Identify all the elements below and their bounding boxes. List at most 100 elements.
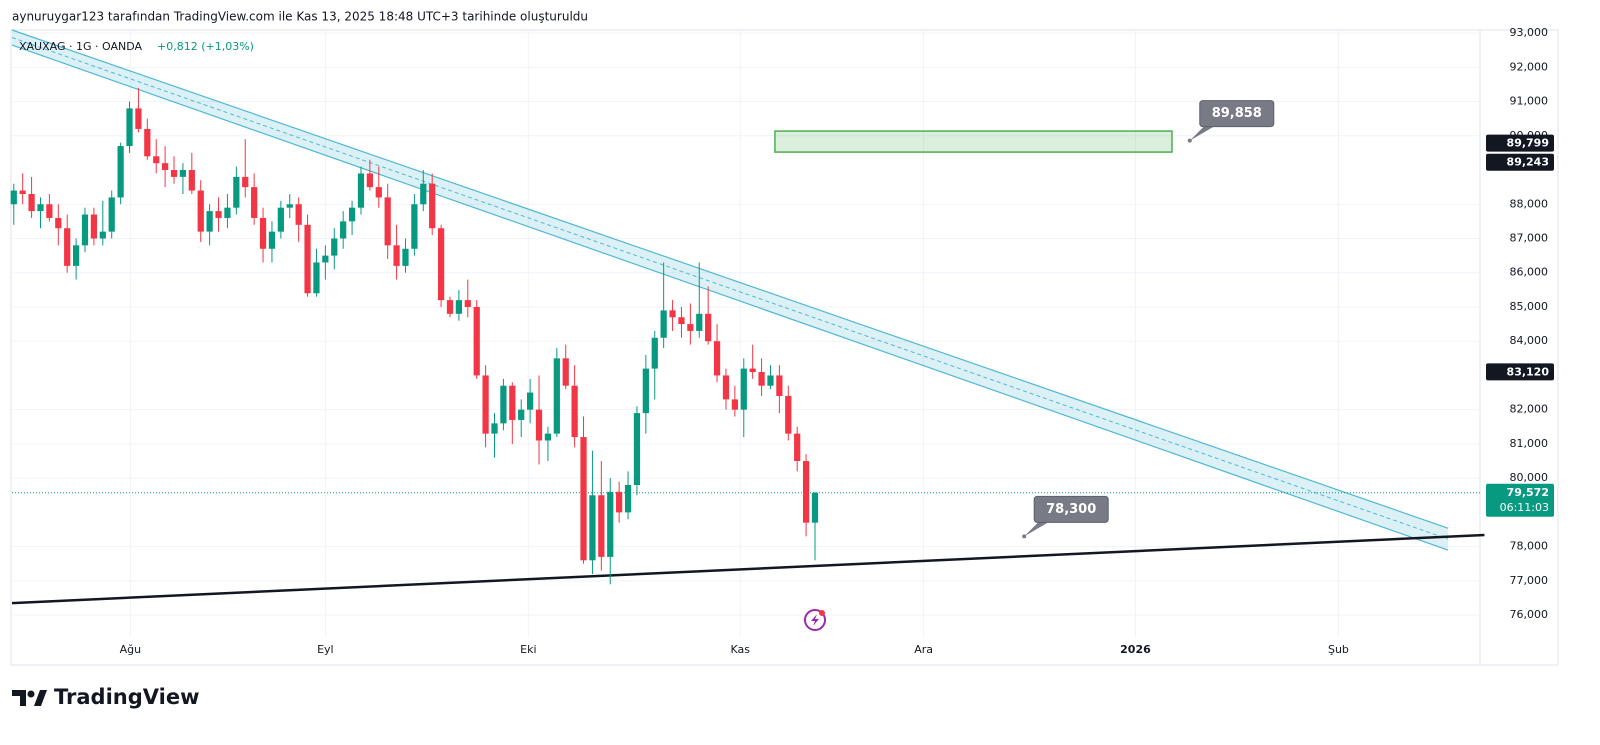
body [268, 231, 276, 249]
body [259, 217, 267, 249]
body [251, 187, 258, 218]
body [55, 217, 62, 229]
body [500, 385, 507, 424]
body [713, 341, 721, 376]
body [28, 193, 35, 212]
body [705, 313, 712, 342]
x-tick-label: Kas [730, 643, 750, 656]
body [277, 207, 284, 232]
body [197, 190, 204, 232]
y-tick-label: 87,000 [1510, 231, 1549, 244]
price-badge [1486, 153, 1554, 171]
body [731, 399, 738, 410]
body [589, 495, 596, 561]
x-tick-label: Ağu [120, 643, 141, 656]
y-tick-label: 76,000 [1510, 608, 1549, 621]
body [776, 375, 783, 396]
body [357, 173, 365, 208]
body [802, 461, 810, 523]
y-tick-label: 77,000 [1510, 574, 1549, 587]
body [535, 409, 543, 441]
body [99, 231, 106, 239]
channel-lower [11, 44, 1449, 551]
body [678, 317, 685, 325]
price-badge-label: 83,120 [1507, 365, 1550, 378]
body [331, 238, 338, 256]
overlay: 76,000 77,000 78,000 80,000 81,000 82,000 84,0… [120, 26, 1554, 656]
callout-point [1022, 534, 1027, 539]
body [81, 214, 89, 246]
body [402, 248, 409, 266]
y-tick-label: 91,000 [1510, 95, 1549, 108]
price-badge [1486, 363, 1554, 381]
body [598, 495, 605, 557]
header: aynuruygar123 tarafından TradingView.com… [12, 10, 588, 24]
callout-box [1199, 100, 1275, 128]
y-tick-label: 86,000 [1510, 266, 1549, 279]
body [135, 108, 142, 129]
body [527, 392, 534, 410]
body [233, 176, 240, 208]
y-tick-label: 85,000 [1510, 300, 1549, 313]
body [544, 433, 552, 441]
price-badge [1486, 134, 1554, 152]
y-tick-label: 92,000 [1510, 60, 1549, 73]
channel-upper [11, 29, 1449, 529]
body [286, 204, 293, 208]
last-price-badge [1486, 483, 1554, 517]
callout-label: 89,858 [1212, 106, 1262, 121]
body [72, 245, 80, 266]
logo-text: TradingView [54, 685, 199, 709]
body [348, 207, 356, 222]
body [411, 204, 418, 249]
x-tick-label: 2026 [1120, 643, 1151, 656]
body [696, 313, 703, 331]
body [215, 211, 222, 218]
y-tick-label: 82,000 [1510, 403, 1549, 416]
x-tick-label: Ara [914, 643, 933, 656]
body [794, 433, 801, 462]
body [446, 300, 454, 314]
body [562, 358, 569, 386]
x-tick-label: Şub [1328, 643, 1349, 656]
body [464, 300, 471, 307]
body [687, 324, 694, 331]
callout-box [1033, 495, 1109, 523]
body [224, 207, 231, 218]
body [393, 245, 400, 266]
body [19, 190, 26, 194]
body [491, 423, 498, 434]
body [117, 146, 124, 198]
y-tick-label: 81,000 [1510, 437, 1549, 450]
last-price-label: 79,572 [1507, 486, 1549, 499]
body [366, 173, 373, 188]
body [455, 300, 463, 314]
body [669, 310, 676, 318]
body [740, 368, 747, 410]
body [749, 368, 756, 373]
body [170, 170, 178, 177]
body [322, 255, 329, 263]
y-tick-label: 88,000 [1510, 197, 1549, 210]
drawings [11, 29, 1485, 605]
body [642, 368, 649, 414]
logo: TradingView [12, 685, 199, 709]
body [295, 204, 302, 225]
body [46, 204, 53, 218]
body [758, 372, 765, 386]
body [473, 306, 480, 376]
channel-band [12, 30, 1448, 551]
body [429, 183, 436, 229]
body [90, 214, 98, 239]
callout-pointer [1024, 522, 1049, 537]
body [722, 375, 730, 400]
body [162, 163, 169, 171]
body [482, 375, 489, 434]
y-tick-label: 78,000 [1510, 540, 1549, 553]
body [616, 491, 623, 513]
price-badge-label: 89,243 [1507, 156, 1549, 169]
frame [10, 29, 1559, 666]
body [64, 228, 71, 266]
x-tick-label: Eyl [317, 643, 334, 656]
x-tick-label: Eki [520, 643, 536, 656]
